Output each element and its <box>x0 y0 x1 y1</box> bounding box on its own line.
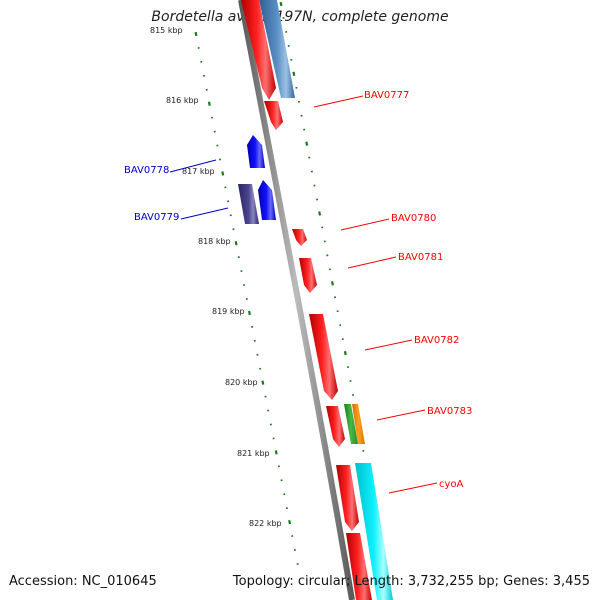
outer-scale-tick <box>292 71 296 76</box>
inner-scale-tick <box>288 519 292 525</box>
steelblue-feature[interactable] <box>259 0 295 98</box>
gene-bav0780[interactable] <box>292 229 307 246</box>
kbp-label-816: 816 kbp <box>166 96 199 105</box>
map-title: Bordetella avium 197N, complete genome <box>151 9 449 25</box>
gene-bav0778[interactable] <box>247 135 265 168</box>
inner-scale-tick <box>207 101 211 106</box>
leader-cyoa <box>388 482 438 494</box>
inner-scale-track <box>194 31 299 565</box>
green-feature[interactable] <box>344 404 358 444</box>
leader-bav0779 <box>180 207 229 220</box>
inner-scale-tick <box>261 380 265 385</box>
kbp-label-822: 822 kbp <box>249 519 282 528</box>
orange-feature[interactable] <box>352 404 365 444</box>
kbp-label-819: 819 kbp <box>212 307 245 316</box>
gene-label-bav0782[interactable]: BAV0782 <box>414 335 459 346</box>
gene-bav0779[interactable] <box>258 180 276 220</box>
outer-scale-tick <box>318 211 322 216</box>
gene-bav0782[interactable] <box>309 314 338 400</box>
outer-scale-tick <box>305 141 309 146</box>
genome-summary-text: Topology: circular; Length: 3,732,255 bp… <box>232 574 590 589</box>
gene-bav0777-upper[interactable] <box>241 0 276 100</box>
gene-after-cyoa[interactable] <box>346 533 372 600</box>
gene-cyoa[interactable] <box>336 465 359 531</box>
gene-bav0777[interactable] <box>264 101 283 130</box>
gene-bav0779-dark[interactable] <box>238 184 259 224</box>
gene-label-bav0777[interactable]: BAV0777 <box>364 90 409 101</box>
cyan-feature[interactable] <box>355 463 393 600</box>
outer-scale-tick <box>279 1 283 7</box>
kbp-label-821: 821 kbp <box>237 449 270 458</box>
leader-bav0780 <box>340 218 390 231</box>
gene-bav0783-red[interactable] <box>326 406 345 447</box>
outer-scale-tick <box>343 350 347 356</box>
accession-text: Accession: NC_010645 <box>9 574 157 589</box>
genome-backbone <box>238 0 355 600</box>
inner-scale-tick <box>274 450 278 455</box>
inner-scale-tick <box>221 171 225 176</box>
gene-label-bav0780[interactable]: BAV0780 <box>391 213 436 224</box>
leader-bav0778 <box>169 159 217 173</box>
kbp-label-815: 815 kbp <box>150 26 183 35</box>
gene-label-bav0783[interactable]: BAV0783 <box>427 406 472 417</box>
inner-scale-tick <box>234 241 238 246</box>
inner-scale-tick <box>194 31 198 37</box>
leader-bav0783 <box>376 409 426 421</box>
outer-scale-tick <box>331 281 334 286</box>
gene-bav0781[interactable] <box>299 258 317 293</box>
leader-bav0782 <box>364 339 413 351</box>
leader-bav0781 <box>347 256 397 269</box>
gene-label-bav0781[interactable]: BAV0781 <box>398 252 443 263</box>
inner-scale-tick <box>248 310 251 316</box>
gene-label-cyoa[interactable]: cyoA <box>439 479 464 490</box>
gene-label-bav0779[interactable]: BAV0779 <box>134 212 179 223</box>
kbp-label-818: 818 kbp <box>198 237 231 246</box>
kbp-label-817: 817 kbp <box>182 167 215 176</box>
kbp-label-820: 820 kbp <box>225 378 258 387</box>
leader-bav0777 <box>313 95 364 108</box>
gene-label-bav0778[interactable]: BAV0778 <box>124 165 169 176</box>
